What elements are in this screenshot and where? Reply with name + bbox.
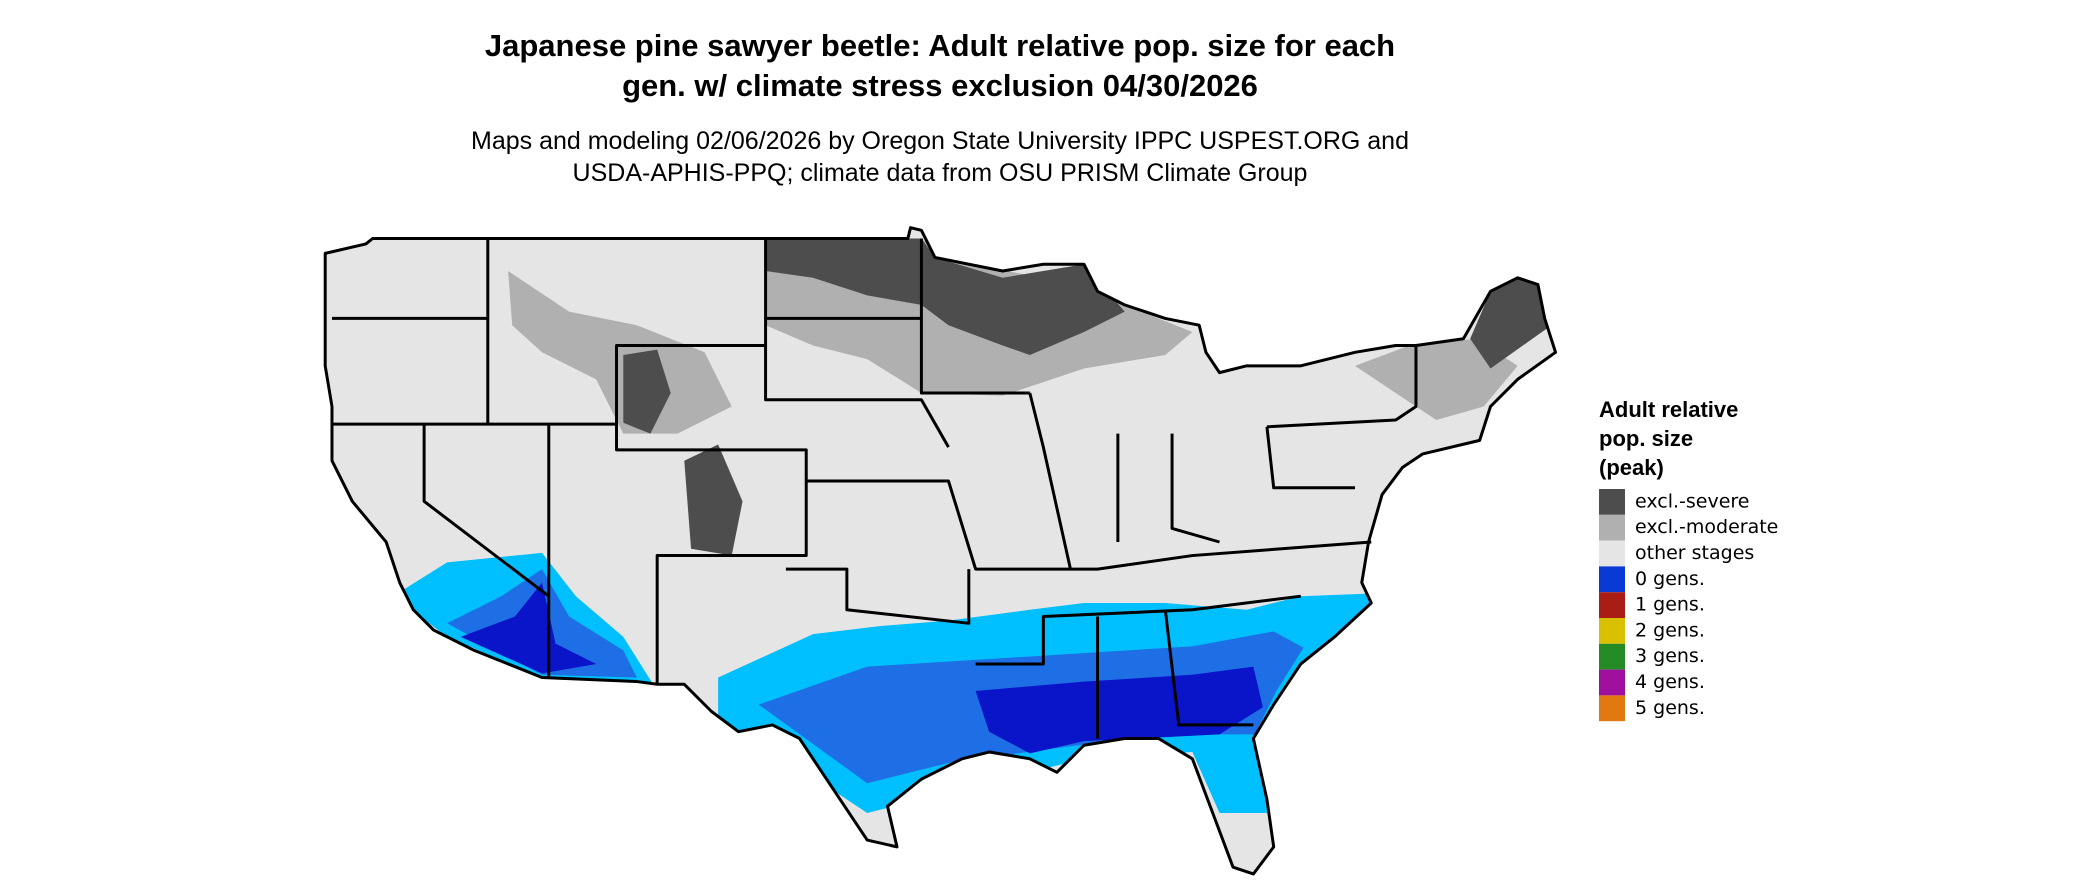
- legend-swatch: [1599, 540, 1625, 567]
- legend-swatch: [1599, 592, 1625, 618]
- map: [323, 226, 1558, 876]
- legend-swatch: [1599, 514, 1625, 541]
- zones: [392, 238, 1552, 813]
- state-borders: [331, 238, 1418, 739]
- legend: Adult relative pop. size (peak) excl.-se…: [1599, 397, 1778, 722]
- legend-label: 2 gens.: [1635, 619, 1705, 641]
- legend-swatch: [1599, 618, 1625, 644]
- subtitle-line: USDA-APHIS-PPQ; climate data from OSU PR…: [573, 159, 1308, 187]
- legend-title: (peak): [1599, 455, 1664, 480]
- legend-swatch: [1599, 489, 1625, 515]
- legend-label: 5 gens.: [1635, 697, 1705, 719]
- legend-label: 4 gens.: [1635, 671, 1705, 693]
- legend-swatch: [1599, 566, 1625, 593]
- legend-label: excl.-severe: [1635, 490, 1750, 512]
- legend-swatch: [1599, 695, 1625, 722]
- legend-label: 1 gens.: [1635, 594, 1705, 616]
- legend-swatch: [1599, 643, 1625, 670]
- legend-swatch: [1599, 669, 1625, 696]
- legend-title: Adult relative: [1599, 397, 1738, 422]
- subtitle-line: Maps and modeling 02/06/2026 by Oregon S…: [471, 127, 1409, 155]
- title-line: gen. w/ climate stress exclusion 04/30/2…: [622, 68, 1258, 103]
- legend-title: pop. size: [1599, 426, 1693, 451]
- legend-label: 0 gens.: [1635, 568, 1705, 590]
- title-line: Japanese pine sawyer beetle: Adult relat…: [485, 28, 1395, 63]
- legend-label: 3 gens.: [1635, 645, 1705, 667]
- legend-label: other stages: [1635, 542, 1754, 564]
- legend-label: excl.-moderate: [1635, 516, 1778, 538]
